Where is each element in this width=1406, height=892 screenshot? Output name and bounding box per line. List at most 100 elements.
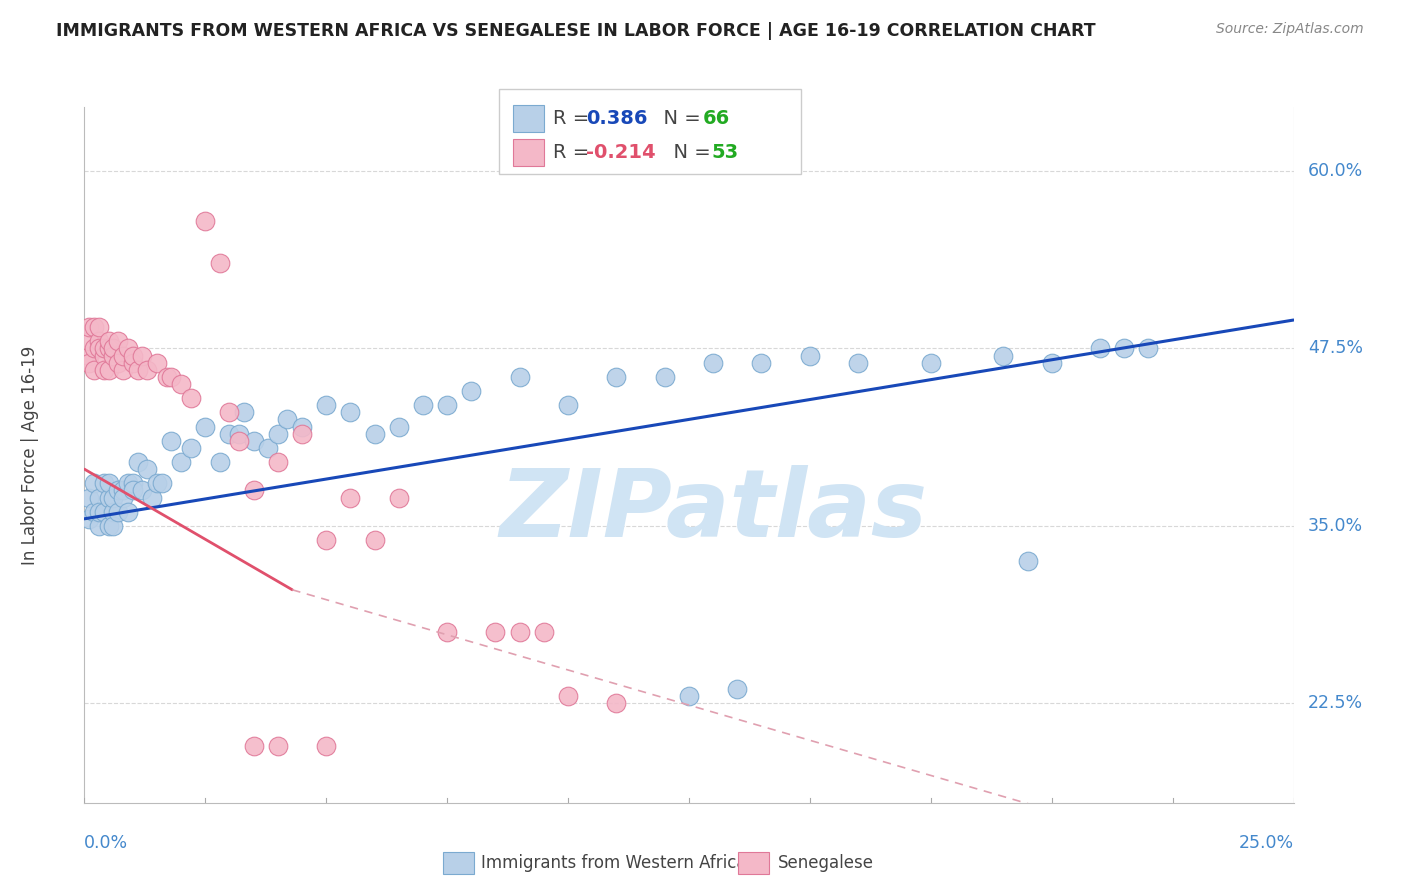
Point bbox=[83, 362, 105, 376]
Text: 47.5%: 47.5% bbox=[1308, 340, 1362, 358]
Text: 66: 66 bbox=[703, 109, 730, 128]
Point bbox=[146, 356, 169, 370]
Point bbox=[97, 519, 120, 533]
Point bbox=[112, 362, 135, 376]
Point bbox=[218, 405, 240, 419]
Point bbox=[97, 334, 120, 349]
Point bbox=[97, 362, 120, 376]
Point bbox=[87, 342, 110, 356]
Point bbox=[93, 349, 115, 363]
Point bbox=[194, 213, 217, 227]
Point bbox=[77, 491, 100, 505]
Point bbox=[233, 405, 256, 419]
Point bbox=[276, 412, 298, 426]
Text: R =: R = bbox=[553, 109, 595, 128]
Point bbox=[218, 426, 240, 441]
Point bbox=[93, 476, 115, 491]
Point bbox=[117, 505, 139, 519]
Point bbox=[388, 491, 411, 505]
Point bbox=[93, 505, 115, 519]
Point bbox=[194, 419, 217, 434]
Text: ZIPatlas: ZIPatlas bbox=[499, 465, 927, 557]
Point bbox=[127, 362, 149, 376]
Point bbox=[121, 476, 143, 491]
Point bbox=[77, 349, 100, 363]
Text: N =: N = bbox=[661, 143, 717, 162]
Point bbox=[267, 455, 290, 469]
Point bbox=[103, 342, 125, 356]
Point bbox=[315, 398, 337, 412]
Point bbox=[267, 426, 290, 441]
Point bbox=[257, 441, 280, 455]
Point bbox=[1114, 342, 1136, 356]
Point bbox=[93, 362, 115, 376]
Point bbox=[103, 519, 125, 533]
Point bbox=[533, 625, 555, 640]
Text: 53: 53 bbox=[711, 143, 738, 162]
Point bbox=[117, 342, 139, 356]
Text: 0.386: 0.386 bbox=[586, 109, 648, 128]
Point bbox=[605, 369, 627, 384]
Point bbox=[83, 320, 105, 334]
Point bbox=[242, 739, 264, 753]
Point bbox=[436, 625, 458, 640]
Point bbox=[83, 476, 105, 491]
Point bbox=[107, 334, 129, 349]
Text: 35.0%: 35.0% bbox=[1308, 517, 1364, 535]
Point bbox=[121, 349, 143, 363]
Point bbox=[725, 682, 748, 697]
Point bbox=[103, 491, 125, 505]
Point bbox=[460, 384, 482, 398]
Point bbox=[112, 491, 135, 505]
Point bbox=[103, 505, 125, 519]
Point bbox=[87, 320, 110, 334]
Point bbox=[242, 483, 264, 498]
Point bbox=[436, 398, 458, 412]
Point bbox=[1017, 554, 1039, 568]
Point bbox=[678, 690, 700, 704]
Point bbox=[1040, 356, 1063, 370]
Point bbox=[605, 697, 627, 711]
Point bbox=[208, 455, 231, 469]
Point bbox=[150, 476, 173, 491]
Text: 22.5%: 22.5% bbox=[1308, 694, 1364, 713]
Point bbox=[751, 356, 773, 370]
Point bbox=[1137, 342, 1160, 356]
Point bbox=[136, 362, 159, 376]
Text: R =: R = bbox=[553, 143, 595, 162]
Point bbox=[267, 739, 290, 753]
Point bbox=[87, 491, 110, 505]
Point bbox=[509, 369, 531, 384]
Point bbox=[846, 356, 869, 370]
Point bbox=[112, 349, 135, 363]
Point bbox=[146, 476, 169, 491]
Point bbox=[112, 483, 135, 498]
Text: 0.0%: 0.0% bbox=[84, 834, 128, 852]
Point bbox=[315, 533, 337, 548]
Point bbox=[160, 369, 183, 384]
Point bbox=[315, 739, 337, 753]
Point bbox=[103, 349, 125, 363]
Point bbox=[107, 356, 129, 370]
Point bbox=[83, 342, 105, 356]
Point bbox=[1088, 342, 1111, 356]
Point bbox=[993, 349, 1015, 363]
Text: N =: N = bbox=[651, 109, 707, 128]
Point bbox=[228, 426, 250, 441]
Text: 25.0%: 25.0% bbox=[1239, 834, 1294, 852]
Point bbox=[117, 476, 139, 491]
Point bbox=[107, 505, 129, 519]
Point bbox=[180, 441, 202, 455]
Text: 60.0%: 60.0% bbox=[1308, 162, 1364, 180]
Point bbox=[97, 491, 120, 505]
Text: Immigrants from Western Africa: Immigrants from Western Africa bbox=[481, 854, 747, 871]
Point bbox=[799, 349, 821, 363]
Point bbox=[155, 369, 177, 384]
Point bbox=[339, 405, 361, 419]
Point bbox=[97, 476, 120, 491]
Point bbox=[107, 483, 129, 498]
Point bbox=[77, 334, 100, 349]
Point bbox=[208, 256, 231, 270]
Point bbox=[228, 434, 250, 448]
Text: -0.214: -0.214 bbox=[586, 143, 657, 162]
